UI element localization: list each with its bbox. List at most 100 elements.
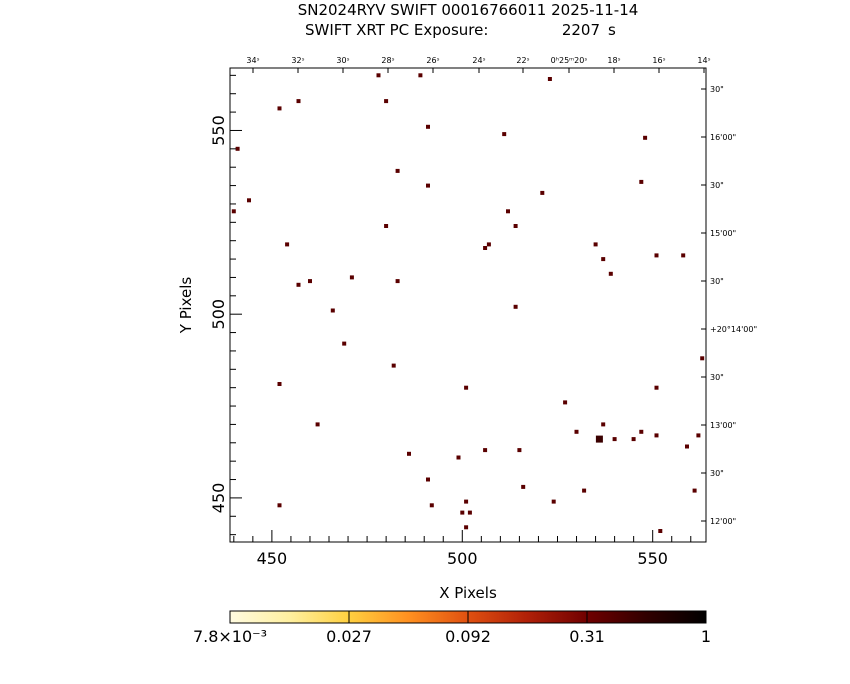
colorbar: 7.8×10⁻³ 0.027 0.092 0.31 1 xyxy=(193,610,711,646)
colorbar-label-3: 0.31 xyxy=(569,627,605,646)
count-pixel-31 xyxy=(464,525,469,530)
count-pixel-12 xyxy=(342,341,347,346)
ra-label-3: 28ˢ xyxy=(381,56,394,65)
count-pixel-48 xyxy=(601,257,606,262)
count-pixel-65 xyxy=(700,356,705,361)
count-pixel-47 xyxy=(593,242,598,247)
count-pixel-59 xyxy=(654,433,659,438)
photon-counts-layer xyxy=(231,73,705,533)
count-pixel-26 xyxy=(456,455,461,460)
x-axis-label: X Pixels xyxy=(439,584,497,602)
dec-label-1: 16'00" xyxy=(710,133,736,142)
colorbar-label-4: 1 xyxy=(701,627,711,646)
ra-label-9: 16ˢ xyxy=(652,56,665,65)
count-pixel-17 xyxy=(395,168,400,173)
count-pixel-21 xyxy=(418,73,423,78)
x-tick-label-550: 550 xyxy=(637,549,668,568)
ra-label-10: 14ˢ xyxy=(697,56,710,65)
chart-title: SN2024RYV SWIFT 00016766011 2025-11-14 xyxy=(298,1,639,19)
dec-label-9: 12'00" xyxy=(710,517,736,526)
count-pixel-64 xyxy=(696,433,701,438)
count-pixel-63 xyxy=(692,488,697,493)
count-pixel-27 xyxy=(464,385,469,390)
count-pixel-53 xyxy=(631,437,636,442)
count-pixel-58 xyxy=(654,385,659,390)
count-pixel-50 xyxy=(601,422,606,427)
colorbar-label-1: 0.027 xyxy=(326,627,372,646)
exposure-value: 2207 xyxy=(562,21,600,39)
count-pixel-2 xyxy=(247,198,251,203)
count-pixel-40 xyxy=(521,484,526,489)
dec-label-5: +20°14'00" xyxy=(710,325,757,334)
dec-label-8: 30" xyxy=(710,469,724,478)
exposure-prefix: SWIFT XRT PC Exposure: xyxy=(305,21,488,39)
exposure-unit: s xyxy=(608,21,616,39)
axis-ticks-layer: 450 500 550 450 500 550 34ˢ 32ˢ 30ˢ 28ˢ 26ˢ 24ˢ 22ˢ 0… xyxy=(209,56,757,568)
ra-label-0: 34ˢ xyxy=(246,56,259,65)
count-pixel-29 xyxy=(460,510,465,515)
ra-label-7: 0ʰ25ᵐ20ˢ xyxy=(551,56,588,65)
ra-label-1: 32ˢ xyxy=(291,56,304,65)
count-pixel-46 xyxy=(582,488,587,493)
count-pixel-54 xyxy=(639,429,644,434)
count-pixel-35 xyxy=(502,132,507,137)
ra-label-8: 18ˢ xyxy=(607,56,620,65)
count-pixel-38 xyxy=(513,304,518,309)
dec-label-3: 15'00" xyxy=(710,229,736,238)
count-pixel-25 xyxy=(429,503,434,508)
count-pixel-57 xyxy=(654,253,659,258)
count-pixel-4 xyxy=(296,99,301,104)
count-pixel-49 xyxy=(608,271,613,276)
count-pixel-14 xyxy=(376,73,381,78)
count-pixel-28 xyxy=(464,499,469,504)
count-pixel-61 xyxy=(685,444,689,449)
ra-label-4: 26ˢ xyxy=(426,56,439,65)
count-pixel-42 xyxy=(547,77,552,81)
count-pixel-34 xyxy=(483,448,488,453)
ra-label-5: 24ˢ xyxy=(472,56,485,65)
count-pixel-8 xyxy=(277,382,282,386)
count-pixel-23 xyxy=(426,183,430,188)
count-pixel-37 xyxy=(513,224,518,228)
count-pixel-36 xyxy=(506,209,510,214)
dec-label-2: 30" xyxy=(710,181,724,190)
count-pixel-20 xyxy=(407,451,411,456)
dec-label-6: 30" xyxy=(710,373,724,382)
x-tick-label-500: 500 xyxy=(447,549,478,568)
count-pixel-60 xyxy=(681,253,686,258)
ra-label-2: 30ˢ xyxy=(336,56,349,65)
count-pixel-11 xyxy=(330,308,335,313)
count-pixel-39 xyxy=(517,448,522,453)
count-pixel-1 xyxy=(231,209,236,214)
count-pixel-9 xyxy=(277,503,282,508)
y-tick-label-500: 500 xyxy=(209,299,228,330)
count-pixel-6 xyxy=(296,282,301,287)
count-pixel-55 xyxy=(639,179,644,184)
count-pixel-33 xyxy=(486,242,491,247)
dec-label-7: 13'00" xyxy=(710,421,736,430)
y-axis-label: Y Pixels xyxy=(177,277,195,335)
count-pixel-44 xyxy=(563,400,568,405)
count-pixel-18 xyxy=(395,279,400,284)
ra-label-6: 22ˢ xyxy=(516,56,529,65)
x-tick-label-450: 450 xyxy=(257,549,288,568)
dec-label-0: 30" xyxy=(710,85,724,94)
count-pixel-32 xyxy=(483,246,488,250)
dec-label-4: 30" xyxy=(710,277,724,286)
count-pixel-24 xyxy=(426,477,430,482)
y-tick-label-450: 450 xyxy=(209,483,228,514)
count-pixel-3 xyxy=(277,106,282,111)
y-tick-label-550: 550 xyxy=(209,115,228,146)
count-pixel-30 xyxy=(467,510,472,515)
colorbar-label-0: 7.8×10⁻³ xyxy=(193,627,267,646)
image-frame xyxy=(229,67,707,543)
colorbar-label-2: 0.092 xyxy=(445,627,491,646)
count-pixel-19 xyxy=(391,363,396,368)
count-pixel-16 xyxy=(384,224,389,228)
count-pixel-5 xyxy=(285,242,290,247)
count-pixel-43 xyxy=(551,499,556,504)
count-pixel-7 xyxy=(308,279,312,284)
count-pixel-52 xyxy=(595,435,603,443)
